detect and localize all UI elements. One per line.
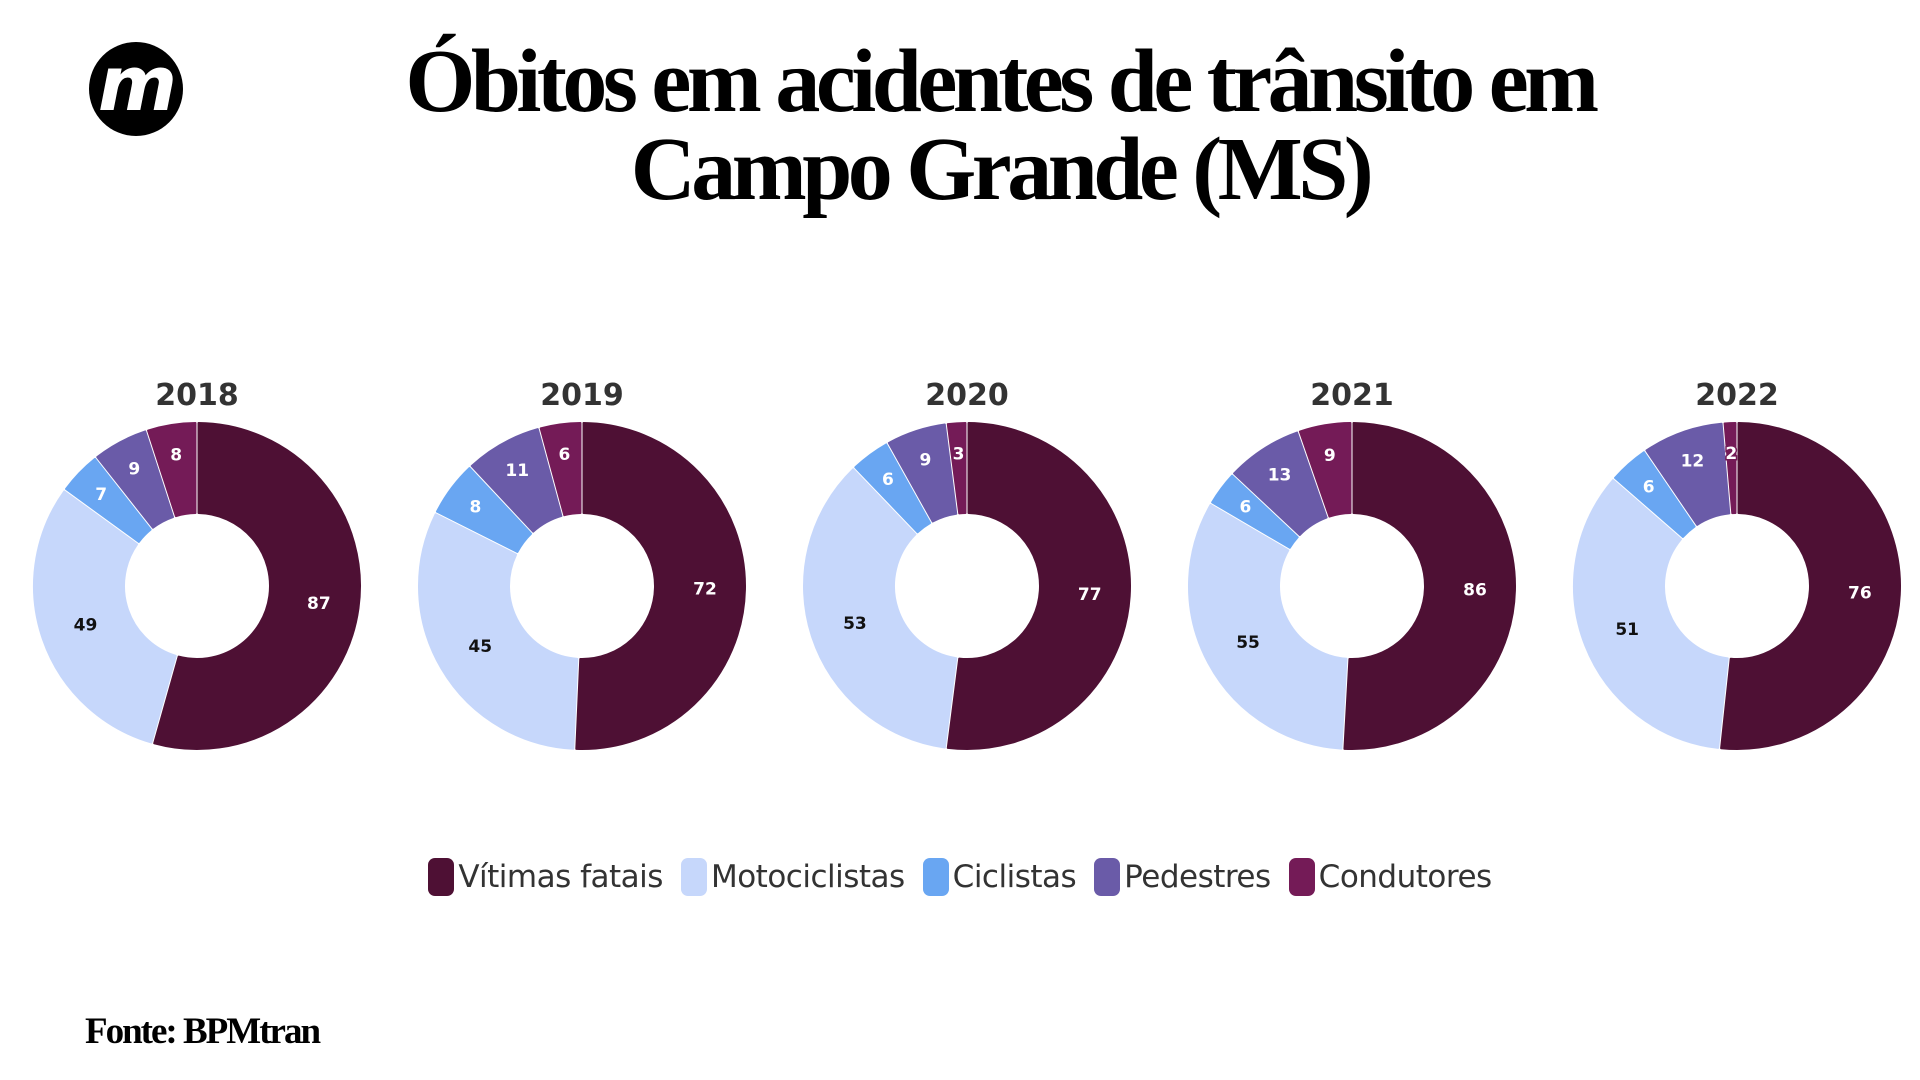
slice-motociclistas — [803, 468, 958, 749]
legend-label: Vítimas fatais — [458, 859, 663, 895]
slice-label-ciclistas: 6 — [882, 470, 894, 490]
donut-chart-2022: 2022 76 51 6 12 2 — [1573, 378, 1901, 750]
legend-item-motociclistas: Motociclistas — [680, 858, 905, 896]
slice-label-ciclistas: 6 — [1643, 478, 1655, 498]
donut-charts-area: 2018 87 49 7 9 8 2019 72 45 8 11 6 2020 77 53 6 9 3 2021 86… — [0, 360, 1920, 780]
source-note: Fonte: BPMtran — [85, 1011, 321, 1052]
legend-item-vitimas-fatais: Vítimas fatais — [428, 858, 663, 896]
slice-pedestres — [1645, 422, 1731, 526]
slice-vitimas-fatais — [946, 422, 1132, 750]
slice-label-condutores: 2 — [1725, 444, 1737, 464]
year-label: 2020 — [925, 378, 1009, 413]
slice-label-vitimas-fatais: 76 — [1848, 584, 1872, 604]
title-line-2: Campo Grande (MS) — [630, 120, 1374, 219]
slice-label-ciclistas: 6 — [1240, 497, 1252, 517]
slice-pedestres — [887, 423, 958, 523]
slice-label-motociclistas: 55 — [1236, 633, 1260, 653]
legend-label: Ciclistas — [952, 859, 1077, 895]
slice-ciclistas — [1614, 451, 1696, 538]
slice-pedestres — [1233, 431, 1328, 537]
slice-vitimas-fatais — [1343, 422, 1517, 750]
donut-charts-svg: 2018 87 49 7 9 8 2019 72 45 8 11 6 2020 77 53 6 9 3 2021 86… — [33, 378, 1901, 750]
slice-label-pedestres: 9 — [128, 460, 140, 480]
slice-ciclistas — [854, 443, 932, 534]
year-label: 2022 — [1695, 378, 1779, 413]
slice-condutores — [1298, 422, 1352, 518]
legend-item-pedestres: Pedestres — [1094, 858, 1271, 896]
slice-pedestres — [96, 430, 175, 529]
slice-condutores — [539, 422, 582, 517]
slice-vitimas-fatais — [1720, 422, 1901, 750]
legend-label: Motociclistas — [710, 859, 905, 895]
brand-logo: m — [89, 42, 183, 136]
legend-item-ciclistas: Ciclistas — [922, 858, 1077, 896]
slice-label-pedestres: 9 — [919, 451, 931, 471]
slice-label-ciclistas: 7 — [95, 485, 107, 505]
slice-label-pedestres: 12 — [1681, 452, 1705, 472]
slice-condutores — [1723, 422, 1737, 515]
page-title: Óbitos em acidentes de trânsito em Campo… — [250, 37, 1750, 215]
legend-swatch — [922, 858, 949, 896]
donut-chart-2018: 2018 87 49 7 9 8 — [33, 378, 361, 750]
slice-label-vitimas-fatais: 87 — [307, 594, 331, 614]
slice-label-vitimas-fatais: 72 — [693, 580, 717, 600]
slice-pedestres — [470, 428, 563, 533]
logo-letter: m — [97, 39, 177, 128]
slice-motociclistas — [418, 513, 579, 750]
slice-label-motociclistas: 45 — [468, 637, 492, 657]
legend-label: Pedestres — [1124, 859, 1271, 895]
slice-label-motociclistas: 51 — [1615, 620, 1639, 640]
donut-chart-2020: 2020 77 53 6 9 3 — [803, 378, 1132, 750]
donut-chart-2019: 2019 72 45 8 11 6 — [418, 378, 746, 750]
legend-swatch — [428, 858, 455, 896]
slice-label-condutores: 3 — [953, 444, 965, 464]
slice-label-ciclistas: 8 — [470, 497, 482, 517]
donut-chart-2021: 2021 86 55 6 13 9 — [1188, 378, 1517, 750]
legend-swatch — [1288, 858, 1315, 896]
legend-label: Condutores — [1318, 859, 1493, 895]
slice-label-pedestres: 13 — [1268, 465, 1292, 485]
slice-label-condutores: 6 — [558, 445, 570, 465]
legend-swatch — [1094, 858, 1121, 896]
slice-motociclistas — [1188, 503, 1348, 750]
slice-ciclistas — [65, 457, 152, 543]
slice-ciclistas — [1211, 474, 1299, 549]
slice-label-condutores: 8 — [170, 446, 182, 466]
slice-motociclistas — [1573, 479, 1729, 749]
slice-label-condutores: 9 — [1324, 446, 1336, 466]
year-label: 2019 — [540, 378, 624, 413]
slice-label-vitimas-fatais: 86 — [1463, 580, 1487, 600]
slice-label-motociclistas: 49 — [74, 616, 98, 636]
slice-label-vitimas-fatais: 77 — [1078, 585, 1102, 605]
slice-label-motociclistas: 53 — [843, 614, 867, 634]
year-label: 2018 — [155, 378, 239, 413]
slice-vitimas-fatais — [153, 422, 361, 750]
chart-legend: Vítimas fatais Motociclistas Ciclistas Pede… — [0, 858, 1920, 896]
slice-condutores — [147, 422, 197, 518]
year-label: 2021 — [1310, 378, 1394, 413]
title-line-1: Óbitos em acidentes de trânsito em — [405, 32, 1599, 131]
legend-item-condutores: Condutores — [1288, 858, 1493, 896]
slice-ciclistas — [435, 467, 533, 553]
slice-motociclistas — [33, 490, 177, 744]
slice-label-pedestres: 11 — [505, 461, 529, 481]
slice-condutores — [946, 422, 967, 515]
slice-vitimas-fatais — [575, 422, 746, 750]
legend-swatch — [680, 858, 707, 896]
